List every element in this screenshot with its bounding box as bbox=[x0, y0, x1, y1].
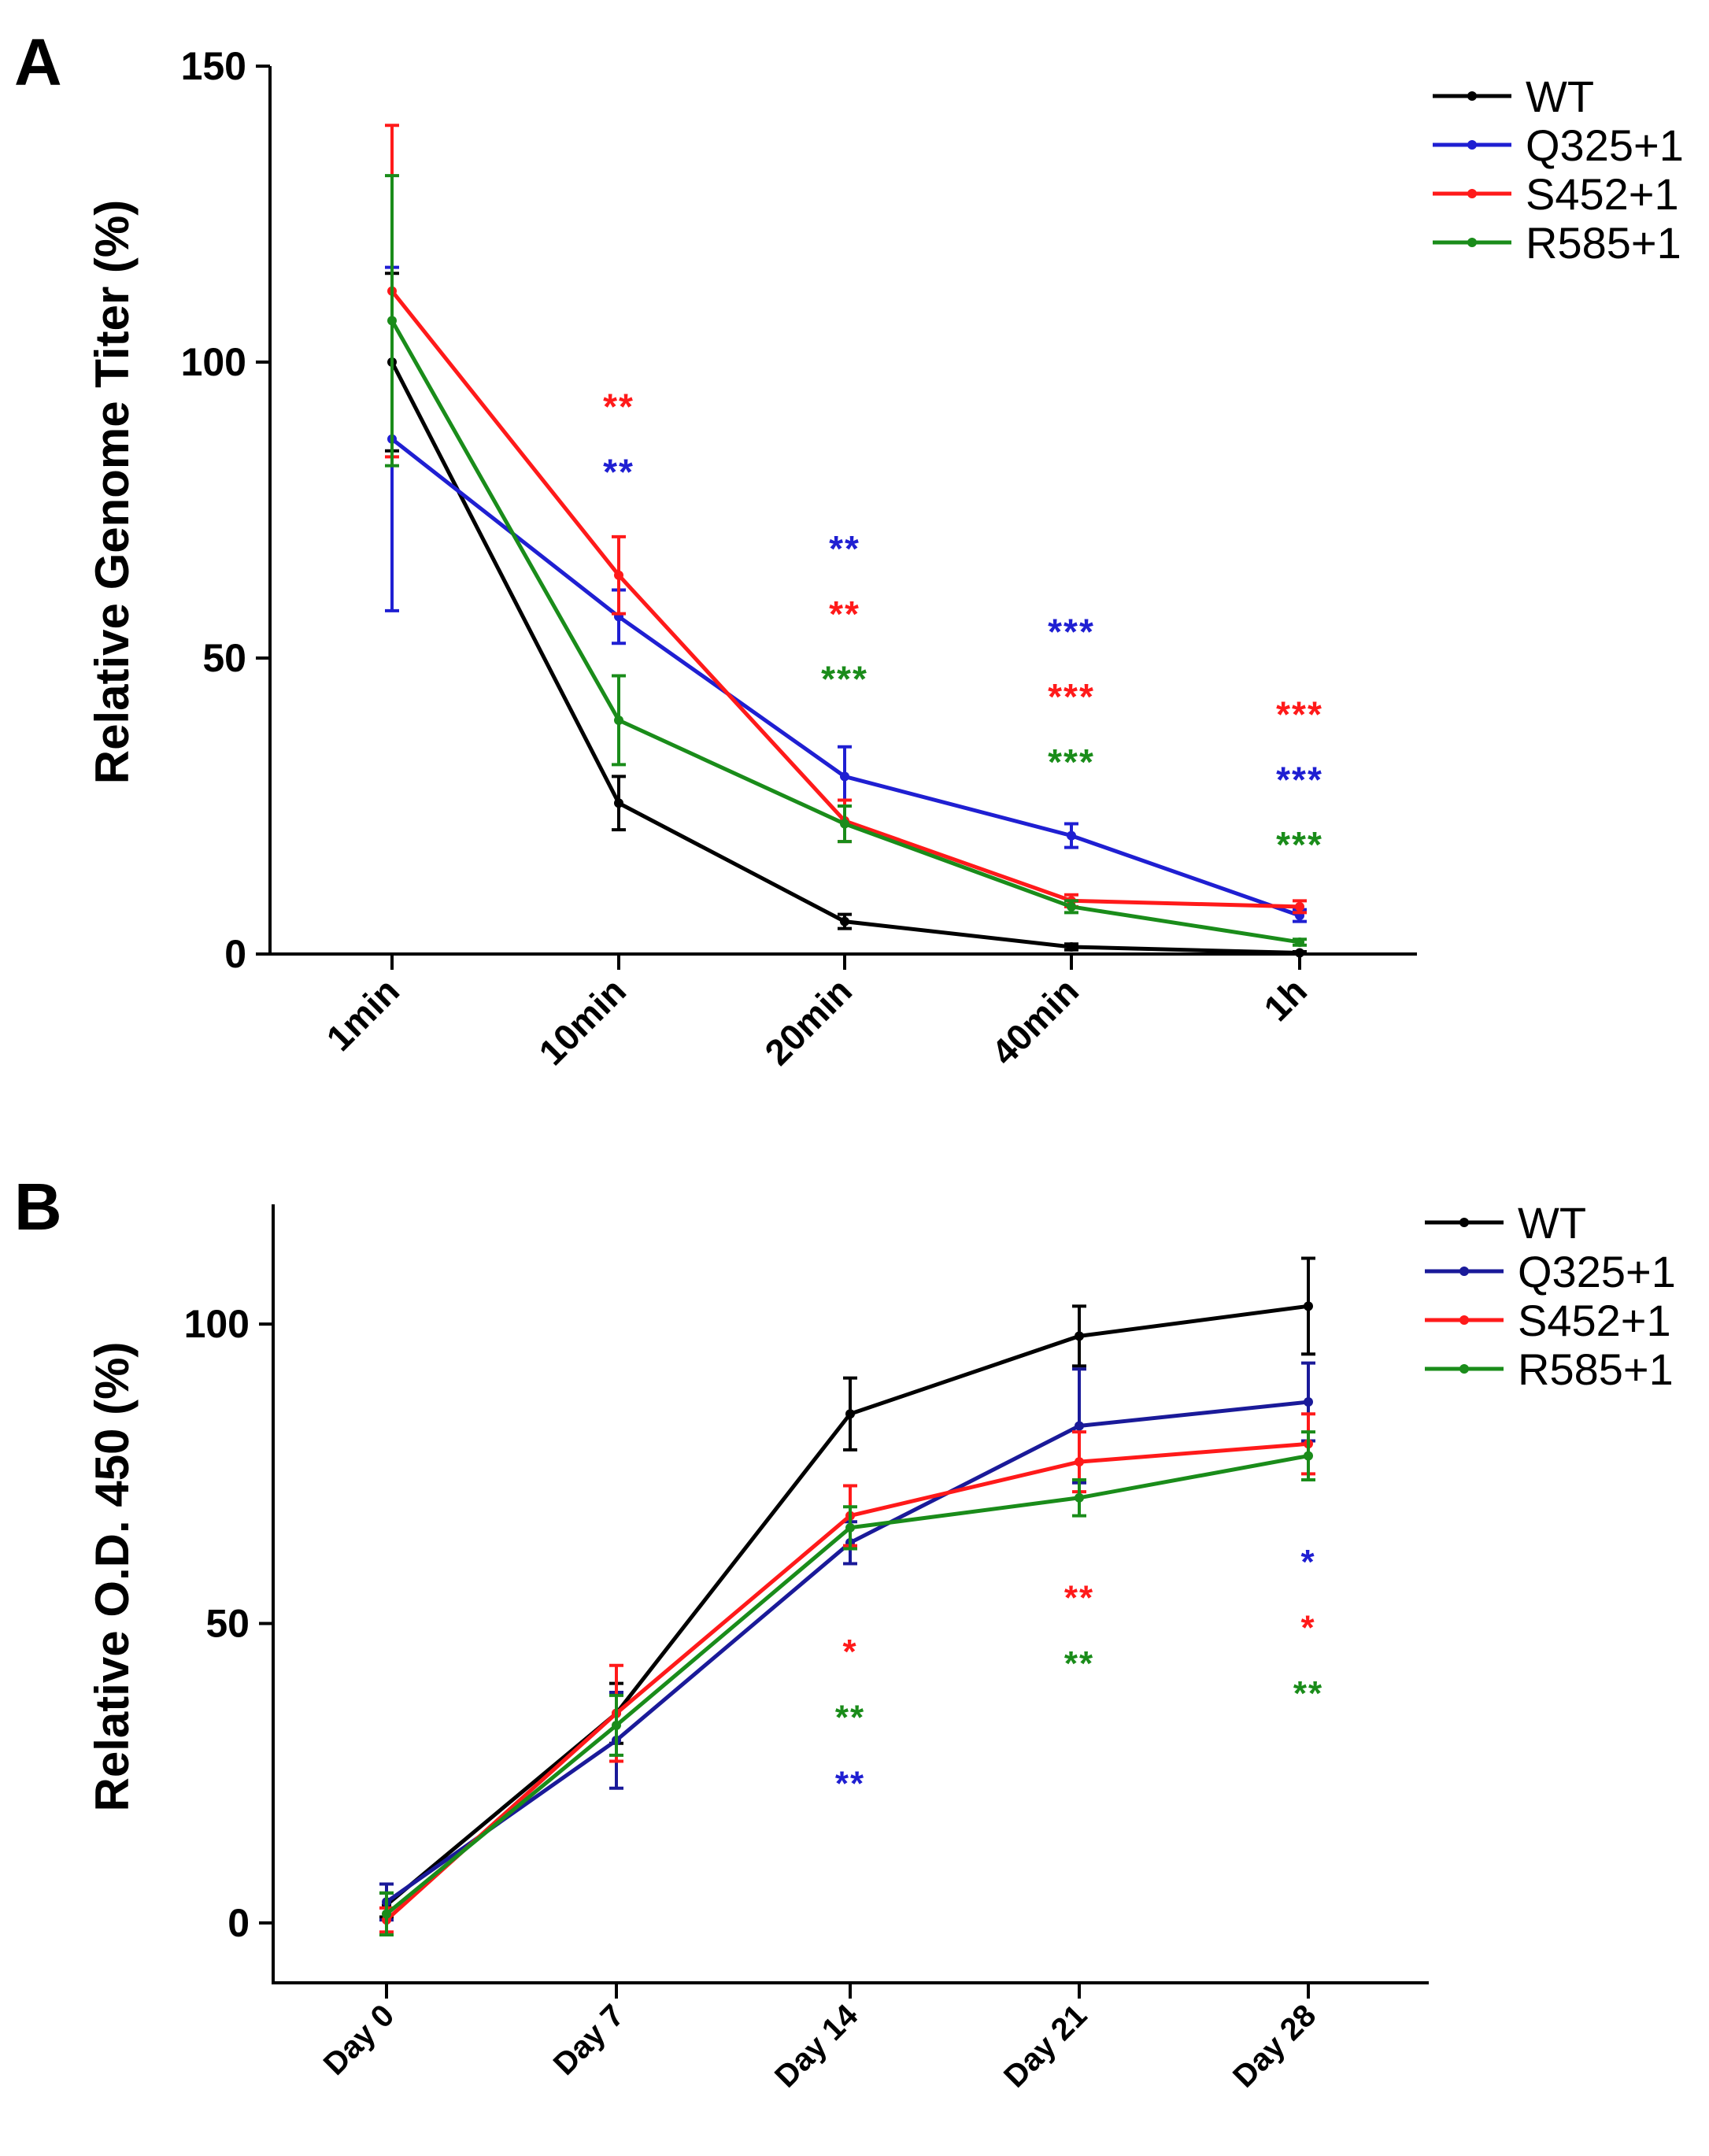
panel-a-y-tick-label: 150 bbox=[181, 44, 246, 88]
panel-a-significance-label: ** bbox=[829, 528, 860, 569]
legend-label: R585+1 bbox=[1518, 1344, 1674, 1394]
legend-label: S452+1 bbox=[1526, 169, 1679, 219]
data-point bbox=[1304, 1451, 1313, 1461]
panel-a-legend-entry: S452+1 bbox=[1433, 169, 1679, 219]
data-point bbox=[1295, 948, 1304, 958]
panel-b-x-tick-label: Day 28 bbox=[1226, 1998, 1322, 2094]
panel-b-x-tick-label: Day 14 bbox=[768, 1998, 865, 2095]
panel-a-legend-entry: R585+1 bbox=[1433, 218, 1681, 268]
data-point bbox=[1067, 901, 1076, 912]
panel-a-y-tick-label: 100 bbox=[181, 340, 246, 384]
panel-a-legend-entry: WT bbox=[1433, 72, 1594, 121]
data-point bbox=[1295, 901, 1304, 912]
legend-marker bbox=[1459, 1267, 1469, 1276]
legend-marker bbox=[1459, 1315, 1469, 1325]
panel-a-significance-label: ** bbox=[603, 386, 634, 427]
panel-a-y-tick-label: 0 bbox=[224, 932, 246, 976]
panel-a-x-tick-label: 1min bbox=[318, 970, 407, 1059]
panel-a-x-tick-label: 10min bbox=[531, 970, 634, 1073]
panel-a-significance-label: ** bbox=[603, 451, 634, 492]
panel-a-significance-label: *** bbox=[1276, 694, 1323, 735]
data-point bbox=[840, 819, 849, 829]
legend-marker bbox=[1459, 1364, 1469, 1374]
data-point bbox=[840, 771, 849, 782]
panel-a-significance-label: *** bbox=[1048, 741, 1095, 782]
panel-a-significance-label: *** bbox=[1048, 676, 1095, 717]
panel-b-y-tick-label: 100 bbox=[184, 1302, 250, 1346]
panel-a-legend-entry: Q325+1 bbox=[1433, 120, 1684, 170]
data-point bbox=[614, 715, 623, 725]
panel-a-letter: A bbox=[14, 25, 62, 99]
legend-label: S452+1 bbox=[1518, 1296, 1671, 1345]
panel-a-y-axis-label: Relative Genome Titer (%) bbox=[86, 200, 139, 784]
data-point bbox=[845, 1522, 855, 1533]
data-point bbox=[1075, 1457, 1084, 1467]
panel-b-legend-entry: S452+1 bbox=[1425, 1296, 1671, 1345]
panel-a-significance-label: *** bbox=[1048, 611, 1095, 652]
panel-b-significance-label: ** bbox=[835, 1699, 865, 1737]
panel-a-x-tick-label: 20min bbox=[756, 970, 860, 1073]
data-point bbox=[840, 916, 849, 926]
legend-label: Q325+1 bbox=[1526, 120, 1684, 170]
panel-b-x-tick-label: Day 21 bbox=[997, 1998, 1093, 2094]
panel-b-legend-entry: R585+1 bbox=[1425, 1344, 1674, 1394]
legend-marker bbox=[1467, 189, 1477, 198]
series-line bbox=[385, 1304, 1309, 1907]
panel-b-series-r585-1 bbox=[379, 1430, 1315, 1937]
panel-b-significance-label: * bbox=[842, 1633, 857, 1671]
data-point bbox=[614, 570, 623, 580]
panel-b-x-tick-label: Day 0 bbox=[317, 1998, 401, 2082]
panel-a-significance-label: *** bbox=[821, 659, 868, 700]
data-point bbox=[845, 1409, 855, 1419]
panel-b-significance-label: * bbox=[1300, 1543, 1315, 1581]
legend-label: WT bbox=[1526, 72, 1594, 121]
data-point bbox=[612, 1720, 621, 1730]
panel-a-series-r585-1 bbox=[385, 174, 1307, 947]
panel-b-legend-entry: WT bbox=[1425, 1198, 1586, 1248]
panel-b-significance-label: ** bbox=[1064, 1644, 1094, 1683]
legend-marker bbox=[1459, 1218, 1469, 1227]
panel-b-letter: B bbox=[14, 1170, 62, 1244]
panel-b-y-axis-label: Relative O.D. 450 (%) bbox=[86, 1342, 139, 1812]
panel-b-significance-label: ** bbox=[1293, 1674, 1323, 1713]
series-line bbox=[390, 361, 1300, 955]
data-point bbox=[1067, 941, 1076, 952]
data-point bbox=[387, 316, 397, 326]
panel-b-y-tick-label: 0 bbox=[227, 1901, 250, 1945]
panel-b-x-tick-label: Day 7 bbox=[547, 1998, 631, 2082]
panel-b-y-tick-label: 50 bbox=[205, 1602, 250, 1646]
legend-label: Q325+1 bbox=[1518, 1247, 1676, 1296]
panel-a-y-tick-label: 50 bbox=[202, 636, 246, 680]
data-point bbox=[1304, 1397, 1313, 1407]
data-point bbox=[1295, 937, 1304, 947]
data-point bbox=[1075, 1492, 1084, 1503]
data-point bbox=[382, 1909, 391, 1919]
legend-marker bbox=[1467, 91, 1477, 101]
panel-a-significance-label: *** bbox=[1276, 759, 1323, 800]
data-point bbox=[1075, 1421, 1084, 1431]
panel-b-series-wt bbox=[379, 1256, 1315, 1919]
panel-b-significance-label: ** bbox=[835, 1764, 865, 1803]
panel-b-series-s452-1 bbox=[379, 1412, 1315, 1934]
panel-a-x-tick-label: 1h bbox=[1256, 970, 1315, 1029]
legend-marker bbox=[1467, 140, 1477, 150]
panel-b: B Relative O.D. 450 (%) 0 50 100 Day 0 Day 7… bbox=[14, 1170, 1676, 2095]
data-point bbox=[614, 798, 623, 808]
data-point bbox=[1304, 1301, 1313, 1311]
legend-label: R585+1 bbox=[1526, 218, 1681, 268]
panel-b-significance-label: * bbox=[1300, 1609, 1315, 1648]
legend-label: WT bbox=[1518, 1198, 1586, 1248]
data-point bbox=[1075, 1331, 1084, 1341]
panel-a-x-tick-label: 40min bbox=[983, 970, 1086, 1073]
legend-marker bbox=[1467, 238, 1477, 247]
panel-a: A Relative Genome Titer (%) 0 50 100 150 1mi… bbox=[14, 25, 1684, 1073]
panel-b-significance-label: ** bbox=[1064, 1579, 1094, 1618]
panel-a-significance-label: *** bbox=[1276, 824, 1323, 865]
data-point bbox=[1067, 830, 1076, 841]
panel-a-significance-label: ** bbox=[829, 594, 860, 634]
panel-b-legend-entry: Q325+1 bbox=[1425, 1247, 1676, 1296]
